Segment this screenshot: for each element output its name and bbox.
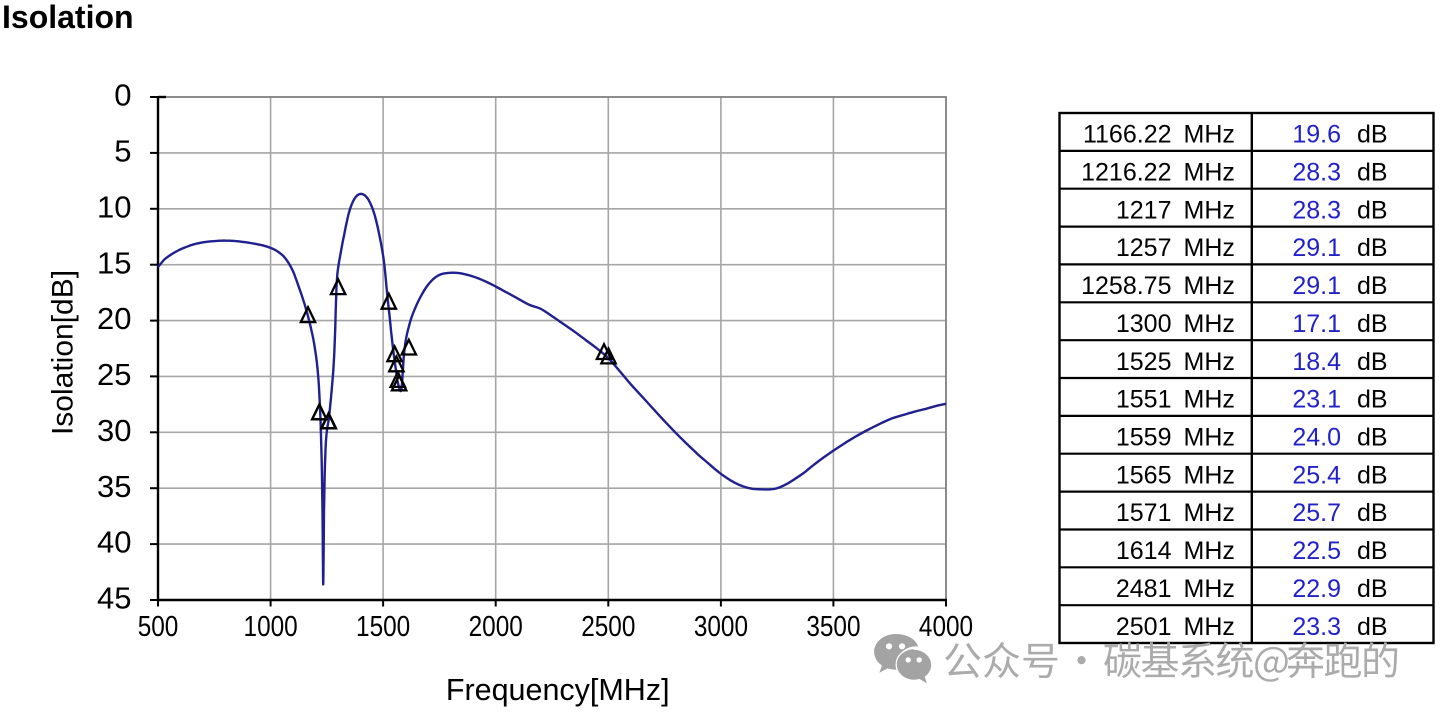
svg-text:1217: 1217 <box>1116 196 1172 224</box>
svg-text:29.1: 29.1 <box>1292 234 1341 262</box>
svg-text:MHz: MHz <box>1184 159 1235 187</box>
svg-text:MHz: MHz <box>1184 499 1235 527</box>
svg-text:dB: dB <box>1357 348 1388 376</box>
svg-text:25.7: 25.7 <box>1292 499 1341 527</box>
svg-text:1525: 1525 <box>1116 348 1172 376</box>
svg-text:dB: dB <box>1357 121 1388 149</box>
svg-text:dB: dB <box>1357 234 1388 262</box>
svg-text:500: 500 <box>138 610 179 642</box>
svg-text:22.5: 22.5 <box>1292 537 1341 565</box>
svg-text:0: 0 <box>114 78 131 113</box>
svg-text:10: 10 <box>97 189 131 224</box>
svg-text:MHz: MHz <box>1184 234 1235 262</box>
svg-text:3000: 3000 <box>694 610 748 642</box>
svg-text:dB: dB <box>1357 159 1388 187</box>
svg-text:dB: dB <box>1357 310 1388 338</box>
svg-text:Isolation: Isolation <box>2 0 134 35</box>
svg-text:2501: 2501 <box>1116 613 1172 641</box>
svg-text:dB: dB <box>1357 424 1388 452</box>
svg-text:24.0: 24.0 <box>1292 424 1341 452</box>
svg-text:23.3: 23.3 <box>1292 613 1341 641</box>
svg-text:MHz: MHz <box>1184 121 1235 149</box>
svg-text:dB: dB <box>1357 461 1388 489</box>
svg-text:1258.75: 1258.75 <box>1081 272 1171 300</box>
svg-text:2481: 2481 <box>1116 575 1172 603</box>
svg-text:1000: 1000 <box>244 610 298 642</box>
svg-text:1300: 1300 <box>1116 310 1172 338</box>
svg-text:MHz: MHz <box>1184 461 1235 489</box>
svg-text:MHz: MHz <box>1184 310 1235 338</box>
svg-text:25.4: 25.4 <box>1292 461 1341 489</box>
svg-text:5: 5 <box>114 134 131 169</box>
svg-text:2500: 2500 <box>581 610 635 642</box>
svg-text:Frequency[MHz]: Frequency[MHz] <box>446 673 670 707</box>
svg-text:20: 20 <box>97 301 131 336</box>
svg-text:1166.22: 1166.22 <box>1083 121 1172 149</box>
svg-text:2000: 2000 <box>469 610 523 642</box>
svg-text:MHz: MHz <box>1184 575 1235 603</box>
svg-text:17.1: 17.1 <box>1292 310 1341 338</box>
svg-text:1559: 1559 <box>1116 424 1172 452</box>
svg-text:dB: dB <box>1357 386 1388 414</box>
svg-text:MHz: MHz <box>1184 196 1235 224</box>
svg-text:29.1: 29.1 <box>1292 272 1341 300</box>
svg-text:MHz: MHz <box>1184 386 1235 414</box>
svg-text:MHz: MHz <box>1184 613 1235 641</box>
svg-text:dB: dB <box>1357 272 1388 300</box>
svg-text:1614: 1614 <box>1116 537 1172 565</box>
svg-text:1216.22: 1216.22 <box>1081 159 1171 187</box>
svg-text:dB: dB <box>1357 575 1388 603</box>
svg-text:Isolation[dB]: Isolation[dB] <box>47 270 80 435</box>
svg-text:dB: dB <box>1357 196 1388 224</box>
svg-text:18.4: 18.4 <box>1292 348 1341 376</box>
svg-text:MHz: MHz <box>1184 348 1235 376</box>
svg-text:28.3: 28.3 <box>1292 196 1341 224</box>
svg-text:4000: 4000 <box>919 610 973 642</box>
svg-text:MHz: MHz <box>1184 537 1235 565</box>
svg-text:35: 35 <box>97 469 131 504</box>
svg-text:1257: 1257 <box>1116 234 1172 262</box>
svg-text:MHz: MHz <box>1184 272 1235 300</box>
svg-text:40: 40 <box>97 525 131 560</box>
svg-text:3500: 3500 <box>806 610 860 642</box>
svg-text:1551: 1551 <box>1116 386 1172 414</box>
svg-text:MHz: MHz <box>1184 424 1235 452</box>
svg-text:28.3: 28.3 <box>1292 159 1341 187</box>
svg-text:45: 45 <box>97 581 131 616</box>
svg-text:15: 15 <box>97 245 131 280</box>
svg-text:22.9: 22.9 <box>1292 575 1341 603</box>
svg-text:23.1: 23.1 <box>1292 386 1341 414</box>
svg-text:25: 25 <box>97 357 131 392</box>
svg-text:dB: dB <box>1357 613 1388 641</box>
svg-text:1565: 1565 <box>1116 461 1172 489</box>
svg-text:19.6: 19.6 <box>1292 121 1341 149</box>
svg-text:dB: dB <box>1357 499 1388 527</box>
svg-text:dB: dB <box>1357 537 1388 565</box>
svg-text:30: 30 <box>97 413 131 448</box>
svg-text:1571: 1571 <box>1116 499 1172 527</box>
svg-text:1500: 1500 <box>356 610 410 642</box>
